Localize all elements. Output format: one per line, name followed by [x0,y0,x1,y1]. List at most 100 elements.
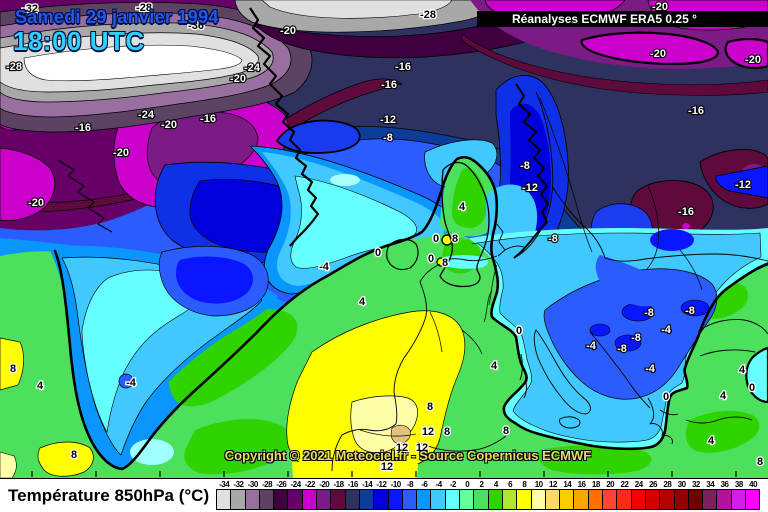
colorbar-tick-label: -12 [376,480,387,489]
colorbar-tick-label: -28 [262,480,273,489]
contour-label: 12 [381,461,393,473]
contour-label: -16 [200,113,216,125]
colorbar-cell--30: -30 [244,480,260,510]
contour-label: 8 [452,233,458,245]
colorbar-tick-label: 38 [734,480,743,489]
colorbar-swatch [559,489,575,510]
contour-labels-layer: -32 -28-28-36 -20-24-20-28 -16-16-24 -16 -12-… [5,0,764,474]
colorbar-swatch [330,489,346,510]
colorbar-tick-label: 20 [606,480,615,489]
contour-label: 8 [442,257,448,269]
colorbar-cell--12: -12 [373,480,389,510]
colorbar-cell--8: -8 [401,480,418,510]
contour-label: 4 [459,201,466,213]
contour-label: -4 [126,377,137,389]
colorbar-tick-label: 16 [577,480,586,489]
colorbar-swatch [516,489,532,510]
legend-bar: Température 850hPa (°C) -34 -32 -30 -28 -26-… [0,478,768,512]
colorbar-tick-label: 36 [720,480,729,489]
colorbar-tick-label: 26 [649,480,657,489]
contour-label: -20 [745,54,761,66]
contour-label: 12 [422,426,434,438]
colorbar-cell--26: -26 [273,480,289,510]
colorbar-cell--20: -20 [316,480,332,510]
colorbar-cell--28: -28 [258,480,275,510]
contour-label: -20 [113,147,129,159]
colorbar-tick-label: -10 [390,480,402,489]
contour-label: -20 [28,197,44,209]
colorbar-tick-label: -2 [449,480,457,489]
contour-label: -4 [586,340,597,352]
map-area: -32 -28 -28 -36 -20 -24 -20 -28 -16 -16 -24 -16 -12-… [0,0,768,478]
colorbar-swatch [459,489,475,510]
colorbar-swatch [273,489,289,510]
colorbar-cell-0: 0 [459,480,475,510]
contour-label: -12 [522,182,538,194]
colorbar-swatch [716,489,732,510]
contour-label: 4 [708,435,715,447]
contour-label: 0 [516,325,522,337]
colorbar-tick-label: 10 [534,480,543,489]
colorbar-tick-label: -4 [435,480,443,489]
colorbar-cell-22: 22 [616,480,632,510]
contour-label: -20 [161,119,177,131]
contour-label: -8 [617,343,627,355]
colorbar-cell--16: -16 [344,480,360,510]
warm-yellow-france-iberia [0,310,466,478]
colorbar-swatch [244,489,260,510]
colorbar-swatch [544,489,561,510]
colorbar-swatch [573,489,589,510]
colorbar-cell-20: 20 [602,480,618,510]
contour-label: -20 [280,25,296,37]
colorbar-cell-2: 2 [473,480,489,510]
colorbar-tick-label: -34 [219,480,230,489]
colorbar-swatch [744,489,761,510]
contour-label: -8 [685,305,695,317]
contour-label: -8 [520,160,530,172]
colorbar-tick-label: -32 [233,480,244,489]
colorbar-swatch [702,489,718,510]
atlantic-cold-trough [48,245,278,465]
contour-label: -4 [645,363,656,375]
colorbar-swatch [301,489,318,510]
colorbar-swatch [644,489,661,510]
contour-label: -36 [188,20,204,32]
contour-label: 8 [503,425,509,437]
colorbar-tick-label: 32 [691,480,700,489]
contour-label: 4 [739,364,746,376]
colorbar-cell--34: -34 [216,480,232,510]
colorbar-tick-label: 4 [493,480,498,489]
contour-label: 0 [749,382,755,394]
legend-title: Température 850hPa (°C) [8,486,210,505]
colorbar-cell-36: 36 [716,480,732,510]
colorbar-swatch [401,489,418,510]
colorbar-tick-label: -16 [347,480,359,489]
iceland [275,119,361,154]
colorbar-cell-8: 8 [516,480,532,510]
colorbar-tick-label: -18 [333,480,344,489]
colorbar-cell-26: 26 [644,480,661,510]
colorbar: -34 -32 -30 -28 -26 -24 -22 -20 -18 -16 -14 -12 -10-… [216,480,761,510]
contour-label: 8 [71,449,77,461]
colorbar-tick-label: 34 [706,480,715,489]
colorbar-cell-34: 34 [702,480,718,510]
colorbar-cell--18: -18 [330,480,346,510]
colorbar-cell--32: -32 [230,480,246,510]
contour-label: -28 [420,9,436,21]
temperature-850hpa-map: -32 -28-28-36 -20-24-20-28 -16-16-24 -16 -12-… [0,0,768,478]
colorbar-tick-label: 8 [522,480,527,489]
contour-label: 4 [720,390,727,402]
black-sea-cold-notch [745,346,768,404]
colorbar-cell-38: 38 [730,480,746,510]
colorbar-swatch [387,489,403,510]
contour-label: -12 [735,179,751,191]
contour-label: -20 [652,1,668,13]
model-banner: Réanalyses ECMWF ERA5 0.25 ° [477,11,768,27]
colorbar-tick-label: 0 [465,480,470,489]
colorbar-cell--6: -6 [416,480,432,510]
contour-label: -16 [678,206,694,218]
contour-label: -28 [136,2,152,14]
colorbar-cell-4: 4 [487,480,503,510]
colorbar-swatch [630,489,646,510]
colorbar-cell--22: -22 [301,480,318,510]
